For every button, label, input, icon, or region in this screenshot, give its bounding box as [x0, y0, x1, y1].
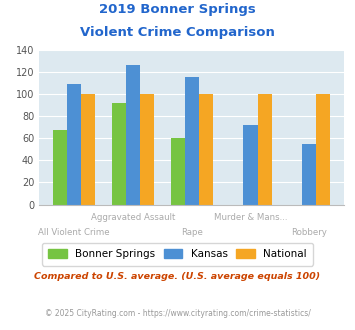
Text: Violent Crime Comparison: Violent Crime Comparison [80, 26, 275, 39]
Legend: Bonner Springs, Kansas, National: Bonner Springs, Kansas, National [42, 243, 313, 266]
Bar [140, 94, 154, 205]
Bar [258, 94, 272, 205]
Bar [302, 144, 316, 205]
Bar [81, 94, 95, 205]
Text: All Violent Crime: All Violent Crime [38, 228, 110, 237]
Bar [185, 77, 199, 205]
Bar [112, 103, 126, 205]
Bar [126, 65, 140, 205]
Text: Compared to U.S. average. (U.S. average equals 100): Compared to U.S. average. (U.S. average … [34, 272, 321, 281]
Bar [199, 94, 213, 205]
Text: 2019 Bonner Springs: 2019 Bonner Springs [99, 3, 256, 16]
Bar [53, 130, 67, 205]
Bar [67, 84, 81, 205]
Text: Murder & Mans...: Murder & Mans... [214, 213, 287, 222]
Text: Robbery: Robbery [291, 228, 327, 237]
Bar [244, 125, 258, 205]
Bar [316, 94, 331, 205]
Text: Aggravated Assault: Aggravated Assault [91, 213, 175, 222]
Text: Rape: Rape [181, 228, 203, 237]
Text: © 2025 CityRating.com - https://www.cityrating.com/crime-statistics/: © 2025 CityRating.com - https://www.city… [45, 309, 310, 317]
Bar [170, 138, 185, 205]
